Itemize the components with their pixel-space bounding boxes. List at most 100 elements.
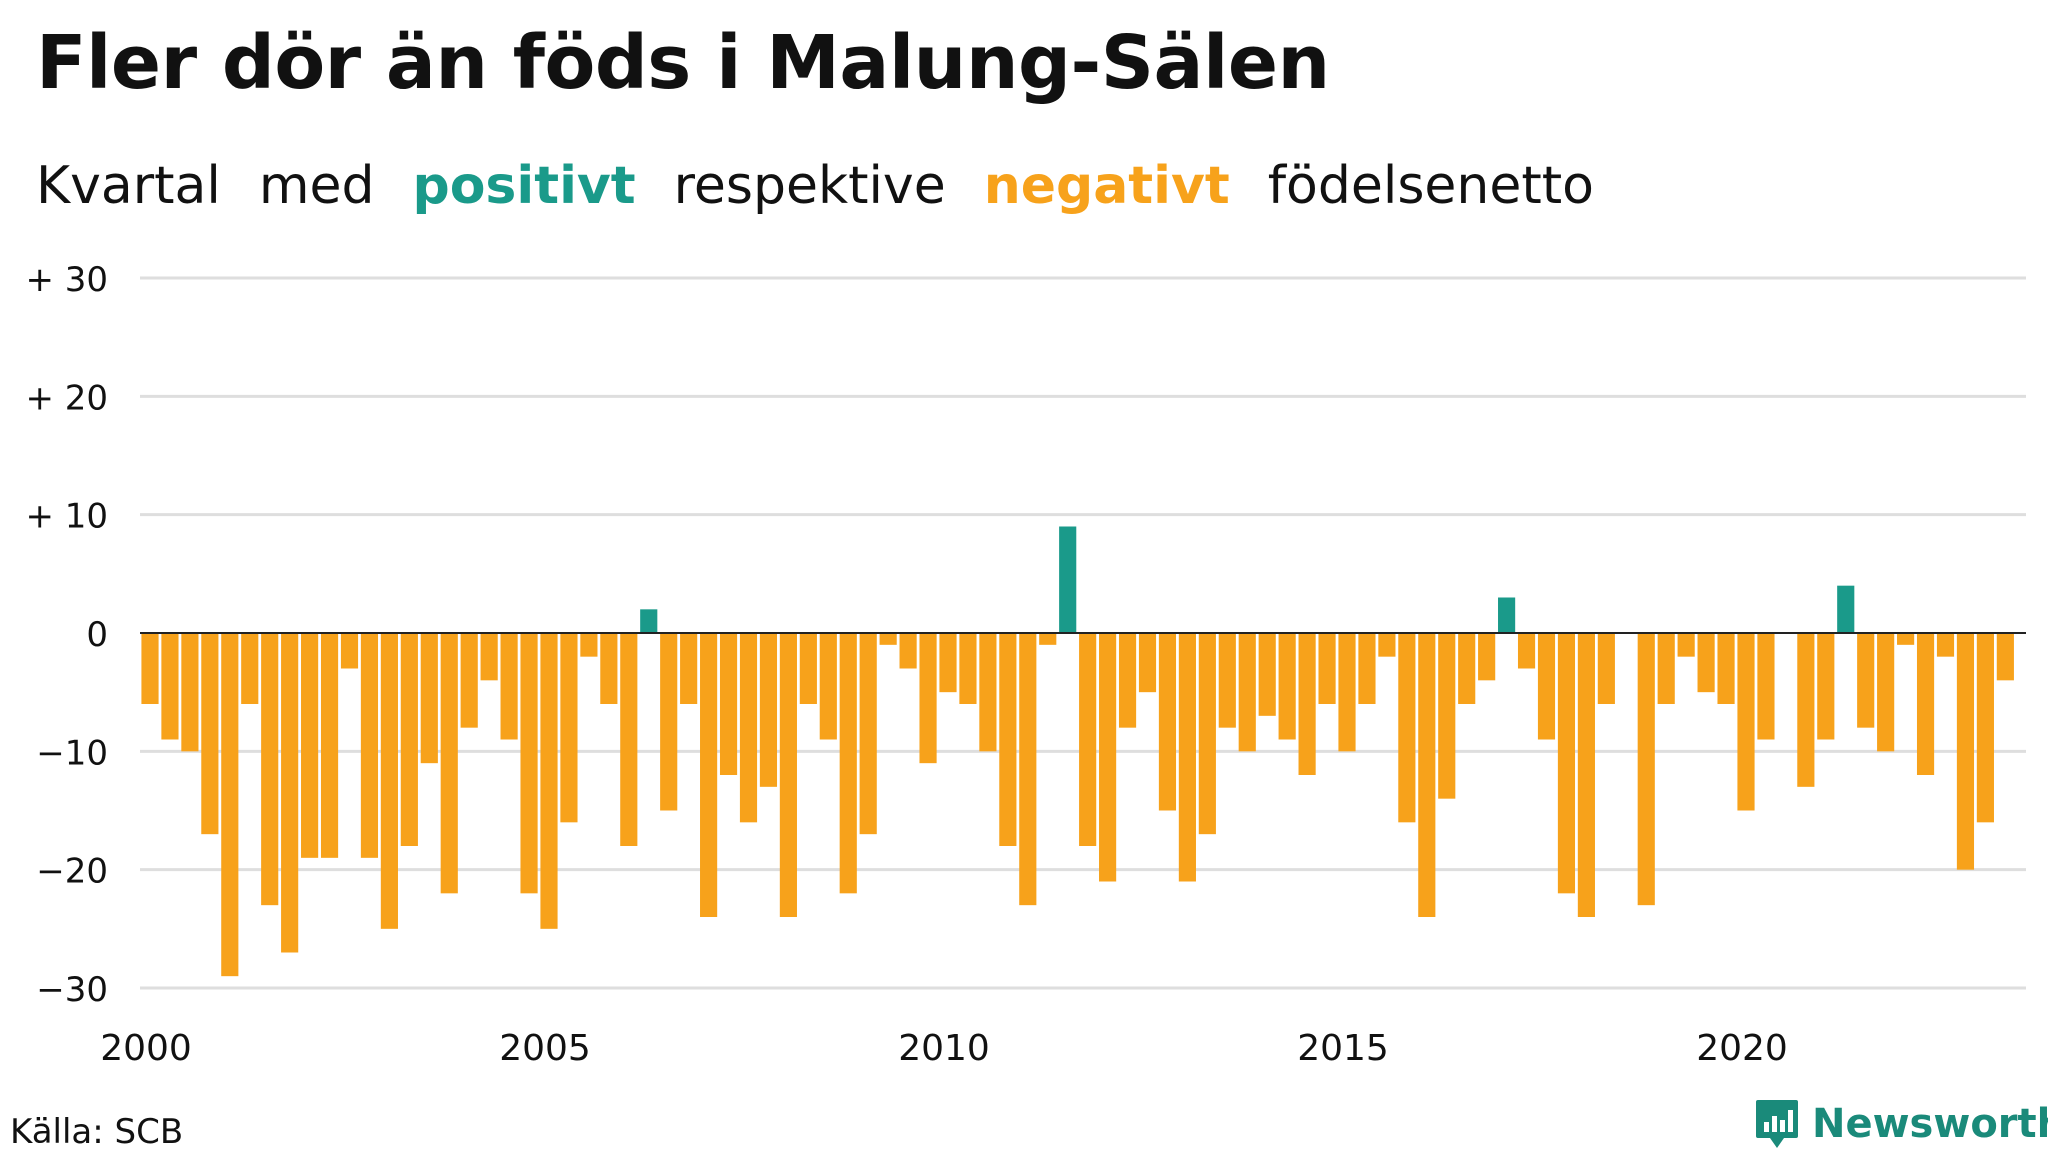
bar-negative bbox=[1797, 633, 1815, 787]
bar-negative bbox=[680, 633, 698, 704]
bar-negative bbox=[1817, 633, 1835, 740]
bar-negative bbox=[939, 633, 957, 693]
bar-negative bbox=[1657, 633, 1675, 704]
newsworthy-logo-icon bbox=[1756, 1100, 1798, 1148]
bar-negative bbox=[1877, 633, 1895, 752]
bar-negative bbox=[201, 633, 219, 835]
x-tick-label: 2020 bbox=[1696, 1028, 1788, 1069]
bar-negative bbox=[1517, 633, 1536, 669]
bar-negative bbox=[1976, 633, 1994, 823]
bar-negative bbox=[520, 633, 538, 894]
brand-logo: Newsworthy bbox=[1754, 1098, 2048, 1150]
bar-negative bbox=[1158, 633, 1177, 811]
y-tick-label: −30 bbox=[36, 970, 108, 1010]
bar-negative bbox=[460, 633, 478, 728]
bar-negative bbox=[380, 633, 398, 929]
x-tick-label: 2005 bbox=[499, 1028, 591, 1069]
bar-negative bbox=[1398, 633, 1416, 823]
bar-negative bbox=[919, 633, 937, 764]
bar-negative bbox=[799, 633, 817, 704]
bar-negative bbox=[1438, 633, 1456, 799]
subtitle-positive-label: positivt bbox=[412, 156, 636, 216]
bar-negative bbox=[1637, 633, 1655, 906]
bar-negative bbox=[141, 633, 159, 704]
bar-negative bbox=[1338, 633, 1356, 752]
bar-negative bbox=[1458, 633, 1476, 704]
bar-negative bbox=[580, 633, 598, 657]
bar-negative bbox=[1418, 633, 1436, 917]
bar-negative bbox=[1358, 633, 1376, 704]
bar-negative bbox=[480, 633, 498, 681]
bar-positive bbox=[1498, 597, 1516, 633]
bar-negative bbox=[360, 633, 379, 858]
x-tick-label: 2010 bbox=[898, 1028, 990, 1069]
y-tick-label: −10 bbox=[36, 733, 108, 773]
bar-negative bbox=[859, 633, 877, 835]
bar-negative bbox=[1956, 633, 1975, 870]
bar-negative bbox=[779, 633, 797, 917]
bar-chart: + 30 + 20 + 10 0 −10 −20 −30 2000 2005 2010 2015 20… bbox=[25, 260, 2026, 1069]
brand-name: Newsworthy bbox=[1812, 1101, 2048, 1147]
subtitle-word-with: med bbox=[258, 156, 375, 216]
bar-negative bbox=[1717, 633, 1735, 704]
bar-negative bbox=[1238, 633, 1256, 752]
bar-positive bbox=[1059, 526, 1077, 633]
y-tick-label: −20 bbox=[36, 852, 108, 892]
bar-negative bbox=[1178, 633, 1196, 882]
bar-negative bbox=[1857, 633, 1875, 728]
bar-negative bbox=[340, 633, 359, 669]
subtitle-word-birth-net: födelsenetto bbox=[1267, 156, 1594, 216]
bar-negative bbox=[1597, 633, 1615, 704]
source-note: Källa: SCB bbox=[10, 1112, 184, 1152]
bar-negative bbox=[400, 633, 418, 846]
bar-negative bbox=[899, 633, 917, 669]
bar-negative bbox=[1138, 633, 1157, 693]
bar-negative bbox=[1318, 633, 1336, 704]
bar-negative bbox=[301, 633, 319, 858]
subtitle-negative-label: negativt bbox=[983, 156, 1230, 216]
bar-negative bbox=[1258, 633, 1276, 716]
bar-negative bbox=[979, 633, 997, 752]
bar-negative bbox=[1198, 633, 1216, 835]
bar-negative bbox=[181, 633, 199, 752]
bar-negative bbox=[600, 633, 618, 704]
bar-negative bbox=[819, 633, 837, 740]
x-tick-label: 2015 bbox=[1297, 1028, 1389, 1069]
bar-positive bbox=[640, 609, 658, 633]
bar-negative bbox=[700, 633, 718, 917]
bar-negative bbox=[281, 633, 299, 953]
x-tick-label: 2000 bbox=[100, 1028, 192, 1069]
bar-negative bbox=[739, 633, 758, 823]
bar-negative bbox=[241, 633, 259, 704]
bar-negative bbox=[660, 633, 678, 811]
bar-negative bbox=[420, 633, 438, 764]
bar-negative bbox=[1478, 633, 1496, 681]
bar-negative bbox=[759, 633, 778, 787]
bar-negative bbox=[1737, 633, 1755, 811]
bar-negative bbox=[1577, 633, 1595, 917]
bar-negative bbox=[1079, 633, 1097, 846]
bar-negative bbox=[1537, 633, 1556, 740]
bar-negative bbox=[620, 633, 638, 846]
bar-negative bbox=[320, 633, 339, 858]
bar-negative bbox=[1278, 633, 1296, 740]
bar-negative bbox=[999, 633, 1017, 846]
bar-negative bbox=[1916, 633, 1935, 775]
bar-negative bbox=[839, 633, 857, 894]
bar-positive bbox=[1837, 585, 1855, 633]
y-tick-label: 0 bbox=[86, 615, 108, 655]
bar-negative bbox=[1039, 633, 1057, 645]
bar-negative bbox=[261, 633, 279, 906]
y-tick-label: + 30 bbox=[25, 260, 108, 300]
bar-negative bbox=[879, 633, 897, 645]
bar-negative bbox=[719, 633, 738, 775]
bar-negative bbox=[1099, 633, 1117, 882]
bar-negative bbox=[1677, 633, 1695, 657]
bar-negative bbox=[1298, 633, 1316, 775]
subtitle-word-respectively: respektive bbox=[673, 156, 946, 216]
bar-negative bbox=[440, 633, 458, 894]
bar-negative bbox=[221, 633, 239, 977]
subtitle-word-quarter: Kvartal bbox=[36, 156, 221, 216]
bar-negative bbox=[500, 633, 518, 740]
bar-negative bbox=[1218, 633, 1236, 728]
